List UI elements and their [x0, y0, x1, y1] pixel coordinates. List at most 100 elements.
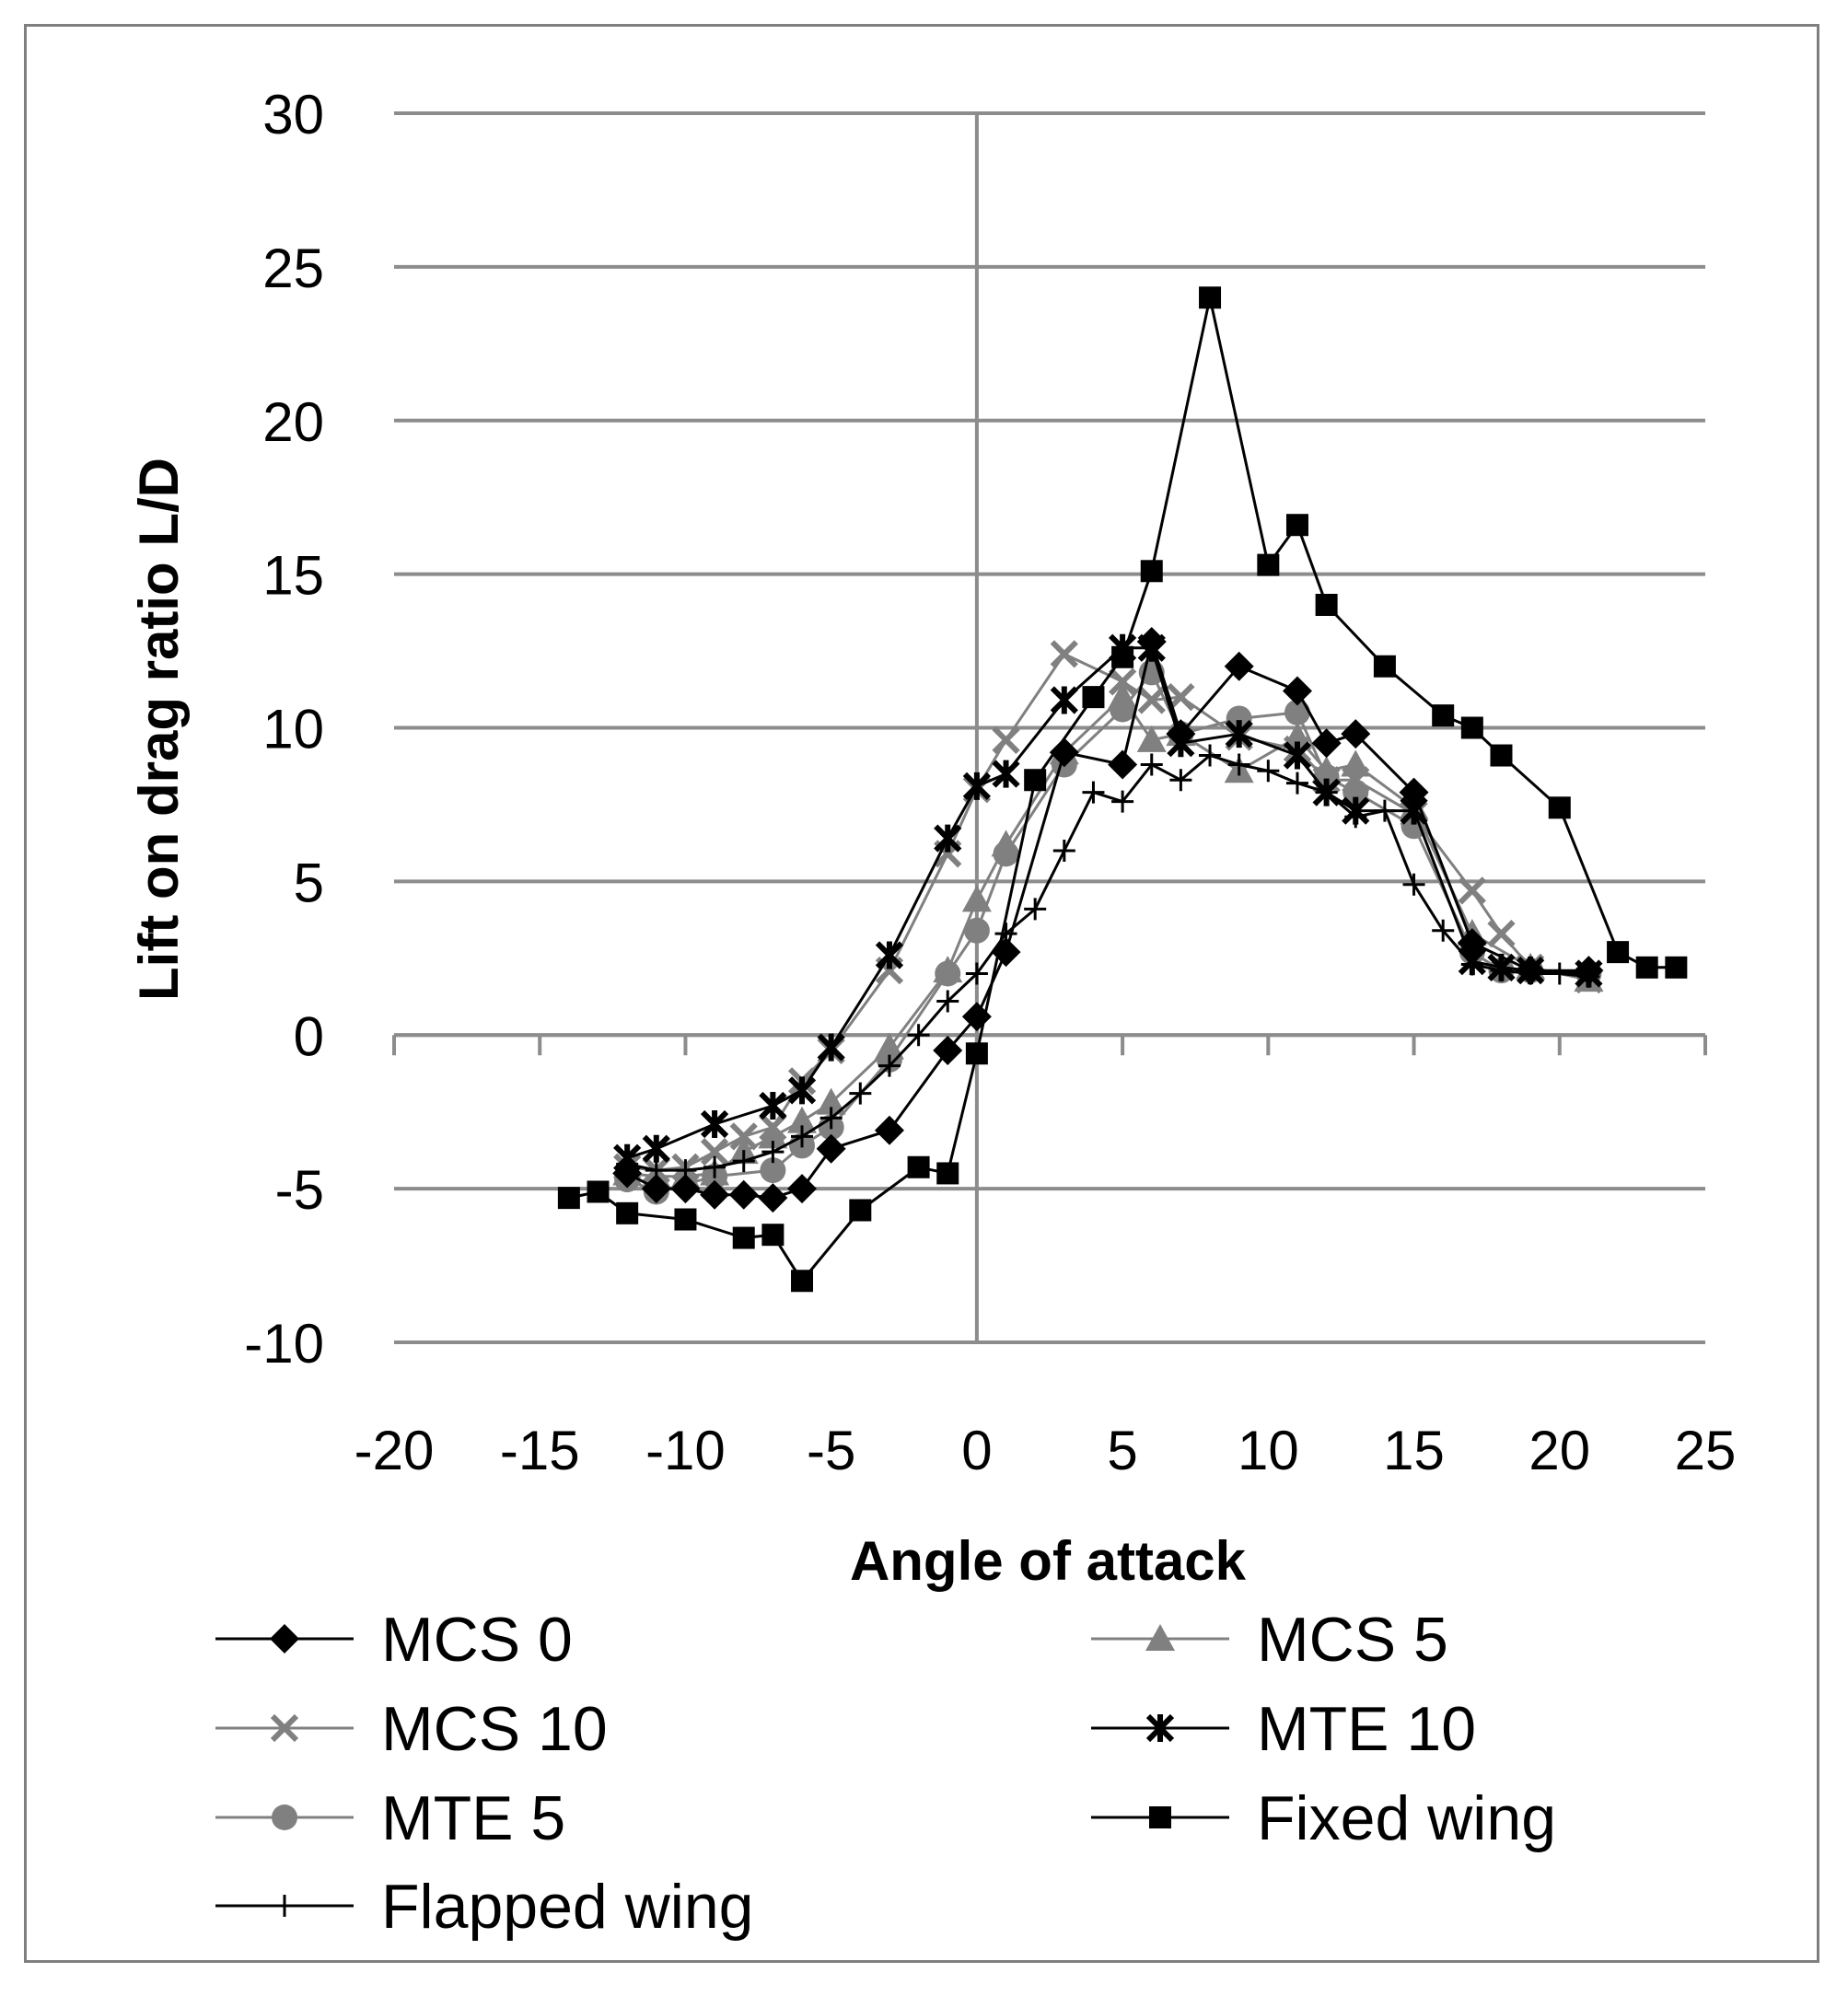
data-point-mcs-0 [1282, 676, 1312, 706]
data-point-flapped-wing [1432, 919, 1455, 942]
data-point-mcs-5 [816, 1087, 846, 1115]
x-tick-label: -15 [500, 1420, 580, 1481]
grid [394, 111, 1705, 1344]
series-line-fixed-wing [568, 296, 1677, 1282]
tick-labels: -10 -5 0 5 10 15 20 25 30 -20 -15 -10 -5 0 5 10 15 20 25 [244, 84, 1736, 1481]
data-point-fixed-wing [1257, 553, 1280, 576]
x-tick-label: 5 [1107, 1420, 1137, 1481]
data-point-mcs-0 [670, 1174, 701, 1204]
legend-label-mcs-5: MCS 5 [1257, 1605, 1448, 1675]
data-point-mte-10 [642, 1134, 670, 1163]
data-point-mcs-0 [1311, 728, 1342, 759]
legend-item-mcs-5: MCS 5 [1091, 1605, 1448, 1675]
data-point-mcs-5 [1136, 725, 1167, 752]
y-tick-label: 20 [262, 391, 324, 453]
data-point-flapped-wing [703, 1155, 726, 1178]
legend-label-mcs-0: MCS 0 [381, 1605, 573, 1675]
data-point-mcs-0 [874, 1115, 904, 1145]
data-point-flapped-wing [1227, 753, 1250, 776]
data-point-mcs-10 [1108, 667, 1137, 696]
legend-marker-fixed-wing [1149, 1806, 1171, 1828]
legend-label-mcs-10: MCS 10 [381, 1694, 608, 1764]
data-point-mte-10 [934, 824, 962, 853]
x-axis-title: Angle of attack [850, 1530, 1247, 1592]
data-point-mte-10 [1050, 686, 1078, 714]
data-point-fixed-wing [849, 1199, 872, 1222]
series [557, 286, 1688, 1293]
series-mcs-0 [612, 627, 1604, 1213]
data-point-flapped-wing [1519, 962, 1542, 985]
y-tick-label: 5 [294, 852, 324, 913]
legend-label-mte-10: MTE 10 [1257, 1694, 1476, 1764]
data-point-mte-10 [1400, 796, 1428, 825]
x-tick-label: 20 [1528, 1420, 1590, 1481]
data-point-mcs-5 [787, 1106, 818, 1133]
data-point-flapped-wing [1373, 799, 1396, 822]
series-mcs-5 [612, 682, 1604, 1189]
legend-label-flapped-wing: Flapped wing [381, 1872, 753, 1942]
data-point-flapped-wing [1052, 840, 1075, 862]
data-point-fixed-wing [557, 1187, 580, 1210]
data-point-fixed-wing [732, 1226, 755, 1249]
legend-item-mcs-0: MCS 0 [215, 1605, 573, 1675]
data-point-mte-10 [875, 941, 904, 969]
legend-marker-mcs-5 [1145, 1624, 1175, 1651]
data-point-mcs-0 [1108, 749, 1138, 780]
y-tick-label: 30 [262, 84, 324, 145]
x-tick-label: 25 [1675, 1420, 1737, 1481]
data-point-mte-10 [1283, 741, 1312, 770]
data-point-mte-5 [1110, 696, 1136, 723]
x-tick-label: -10 [645, 1420, 726, 1481]
data-point-fixed-wing [907, 1155, 930, 1178]
data-point-fixed-wing [936, 1162, 959, 1185]
data-point-mte-10 [1225, 720, 1253, 748]
x-tick-label: 0 [961, 1420, 992, 1481]
legend-marker-mcs-10 [270, 1713, 299, 1743]
data-point-flapped-wing [965, 962, 988, 985]
data-point-flapped-wing [674, 1159, 697, 1182]
data-point-flapped-wing [761, 1141, 785, 1164]
x-tick-label: -5 [807, 1420, 855, 1481]
data-point-flapped-wing [1315, 781, 1338, 804]
data-point-flapped-wing [849, 1082, 872, 1105]
data-point-fixed-wing [1082, 686, 1105, 709]
legend-label-mte-5: MTE 5 [381, 1783, 565, 1853]
data-point-mte-10 [700, 1109, 729, 1139]
data-point-flapped-wing [645, 1159, 668, 1182]
data-point-fixed-wing [965, 1042, 988, 1065]
x-tick-label: -20 [354, 1420, 435, 1481]
data-point-flapped-wing [616, 1153, 639, 1176]
data-point-fixed-wing [1199, 286, 1222, 309]
data-point-mcs-10 [1050, 640, 1078, 668]
legend-marker-flapped-wing [273, 1895, 296, 1917]
y-tick-label: 25 [262, 238, 324, 299]
data-point-fixed-wing [1111, 645, 1134, 668]
legend-item-mte-10: MTE 10 [1091, 1694, 1476, 1764]
data-point-flapped-wing [907, 1024, 930, 1047]
data-point-flapped-wing [936, 990, 959, 1013]
y-tick-label: 15 [262, 545, 324, 607]
series-flapped-wing [616, 744, 1600, 1182]
data-point-fixed-wing [1140, 560, 1163, 583]
legend: MCS 0 MCS 5 MCS 10 MTE 10 MTE 5 Fixed wing Fla… [215, 1605, 1556, 1942]
data-point-mte-5 [935, 960, 961, 987]
data-point-fixed-wing [674, 1208, 697, 1231]
y-tick-label: -5 [275, 1159, 324, 1221]
data-point-fixed-wing [1490, 744, 1513, 767]
data-point-flapped-wing [1548, 962, 1571, 985]
data-point-fixed-wing [1285, 514, 1308, 537]
data-point-mcs-0 [1341, 719, 1371, 749]
data-point-flapped-wing [878, 1054, 901, 1077]
legend-item-mte-5: MTE 5 [215, 1783, 565, 1853]
data-point-fixed-wing [1607, 941, 1630, 964]
data-point-flapped-wing [819, 1107, 843, 1130]
y-axis-title: Lift on drag ratio L/D [128, 458, 190, 1001]
data-point-mcs-10 [992, 725, 1020, 754]
data-point-fixed-wing [1024, 769, 1047, 792]
data-point-flapped-wing [732, 1150, 755, 1173]
y-tick-label: -10 [244, 1313, 324, 1375]
legend-marker-mte-10 [1145, 1713, 1175, 1743]
data-point-mcs-0 [728, 1179, 759, 1210]
data-point-mcs-0 [991, 937, 1021, 968]
